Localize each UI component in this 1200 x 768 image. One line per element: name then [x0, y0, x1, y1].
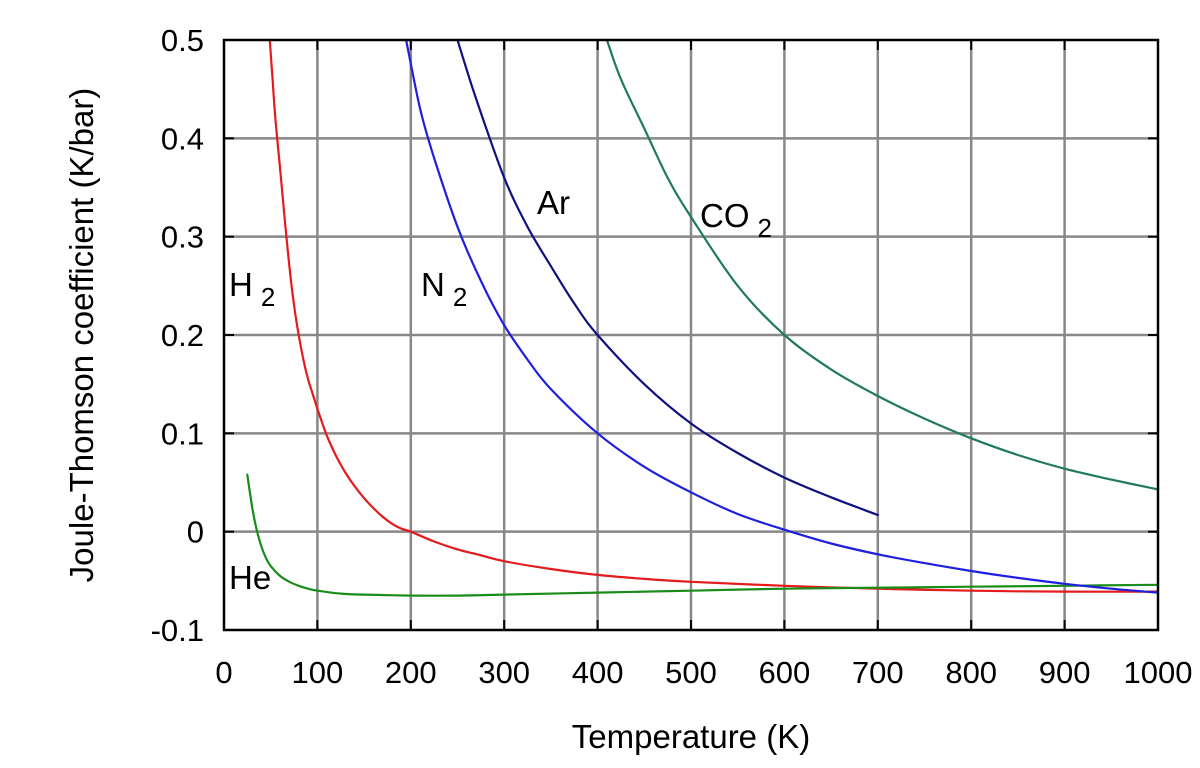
series-label-subscript: 2 [453, 282, 467, 312]
x-tick-label: 200 [385, 655, 437, 690]
x-tick-label: 300 [478, 655, 530, 690]
series-label-subscript: 2 [261, 282, 275, 312]
y-tick-label: 0.4 [161, 121, 204, 156]
x-tick-label: 700 [852, 655, 904, 690]
x-axis-title: Temperature (K) [572, 718, 810, 755]
x-tick-label: 1000 [1124, 655, 1193, 690]
series-line-he [246, 473, 1160, 597]
x-tick-label: 0 [215, 655, 232, 690]
series-label-ar: Ar [537, 184, 570, 221]
x-tick-label: 400 [572, 655, 624, 690]
x-tick-label: 800 [945, 655, 997, 690]
series-label-main: Ar [537, 184, 570, 221]
y-tick-label: 0.5 [161, 23, 204, 58]
series-label-he: He [229, 559, 271, 596]
series-label-co2: CO 2 [700, 197, 772, 243]
series-line-ar [456, 38, 879, 517]
x-tick-label: 600 [759, 655, 811, 690]
x-tick-label: 100 [292, 655, 344, 690]
x-tick-label: 900 [1039, 655, 1091, 690]
series-label-main: He [229, 559, 271, 596]
series-curves [246, 38, 1160, 597]
series-line-co2 [605, 38, 1160, 491]
y-tick-label: 0.2 [161, 318, 204, 353]
series-label-subscript: 2 [758, 213, 772, 243]
y-tick-label: -0.1 [151, 613, 204, 648]
series-label-main: N [421, 266, 445, 303]
series-line-n2 [405, 38, 1160, 594]
series-label-main: CO [700, 197, 750, 234]
y-tick-label: 0.3 [161, 220, 204, 255]
plot-frame [222, 38, 1160, 632]
x-tick-label: 500 [665, 655, 717, 690]
y-tick-label: 0 [187, 515, 204, 550]
series-label-main: H [229, 266, 253, 303]
y-axis-title: Joule-Thomson coefficient (K/bar) [63, 88, 100, 583]
grid [224, 40, 1158, 630]
series-line-h2 [268, 38, 1160, 593]
tick-labels: 0 100 200 300 400 500 600 700 800 900 1000 -0.1 0 0.1… [151, 23, 1193, 690]
y-tick-label: 0.1 [161, 416, 204, 451]
